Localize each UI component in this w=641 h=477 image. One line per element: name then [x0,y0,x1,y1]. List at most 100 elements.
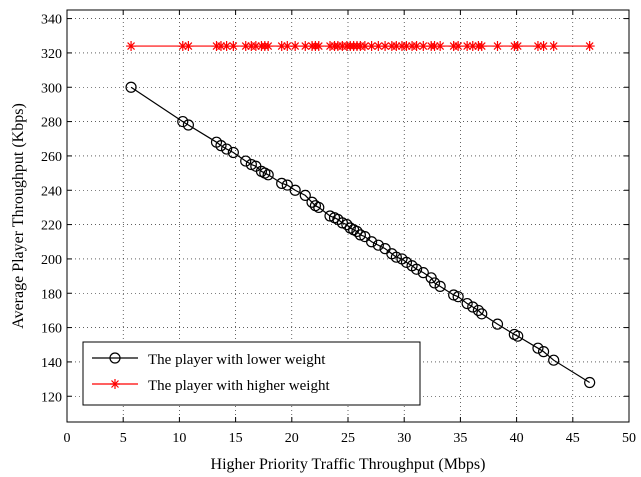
data-point [372,239,384,251]
data-point [183,41,194,52]
data-point [276,177,288,189]
data-point [538,41,549,52]
data-point [313,41,324,52]
legend-label-lower-weight: The player with lower weight [148,352,326,368]
data-point [228,41,239,52]
series-layer [125,41,596,389]
data-point [548,354,560,366]
data-point [182,119,194,131]
data-point [417,267,429,279]
y-tick-label: 200 [41,253,62,268]
legend-marker [110,379,120,389]
y-tick-label: 300 [41,81,62,96]
data-point [390,251,402,263]
x-tick-label: 20 [285,431,299,446]
tick-labels: 0 5 10 15 20 25 30 35 40 45 50 120 140 160 180 200 220 24… [41,13,636,446]
y-tick-label: 140 [41,356,62,371]
data-point [240,155,252,167]
data-point [584,376,596,389]
data-point [221,143,233,155]
series-1 [126,41,595,52]
data-point [472,304,484,317]
data-point [410,263,423,275]
data-point [366,236,378,248]
grid [66,10,630,422]
data-point [373,41,384,52]
ticks [66,10,630,422]
y-tick-label: 240 [41,184,62,199]
data-point [434,280,446,292]
data-point [532,342,544,354]
data-point [281,179,293,191]
data-point [476,41,487,52]
x-tick-label: 10 [172,431,186,446]
data-point [313,201,325,214]
y-tick-label: 220 [41,219,62,234]
y-tick-label: 340 [41,13,62,28]
data-point [467,301,479,313]
data-point [584,41,595,52]
y-tick-label: 320 [41,47,62,62]
legend-marker [109,352,121,364]
data-point [435,41,446,52]
data-point [452,291,464,303]
data-point [418,41,429,52]
data-point [227,146,239,159]
data-point [532,41,543,52]
data-point [262,169,274,181]
x-tick-label: 5 [120,431,127,446]
y-tick-label: 180 [41,287,62,302]
data-point [289,184,301,196]
data-point [299,189,311,201]
data-point [492,41,503,52]
data-point [240,41,251,52]
data-point [366,41,377,52]
data-point [282,41,293,52]
x-tick-label: 35 [453,431,467,446]
data-point [300,41,311,52]
data-point [491,318,504,330]
series-0 [125,81,596,389]
data-point [125,81,137,93]
legend-label-higher-weight: The player with higher weight [148,378,330,394]
data-point [400,256,413,268]
data-point [401,41,412,52]
x-tick-label: 40 [510,431,524,446]
y-axis-title: Average Player Throughput (Kbps) [10,103,27,329]
data-point [215,41,226,52]
data-point [512,41,523,52]
data-point [461,297,473,310]
legend-entry-lower-weight [92,352,138,364]
data-point [428,277,441,289]
data-point [276,41,287,52]
x-tick-label: 25 [341,431,355,446]
x-tick-label: 50 [622,431,636,446]
data-point [391,41,402,52]
x-axis-title: Higher Priority Traffic Throughput (Mbps… [211,456,486,473]
data-point [177,115,189,128]
data-point [221,41,232,52]
y-tick-label: 280 [41,116,62,131]
data-point [290,41,301,52]
data-point [537,346,550,358]
y-tick-label: 120 [41,390,62,405]
x-tick-label: 0 [64,431,71,446]
x-tick-label: 15 [229,431,243,446]
data-point [462,41,473,52]
data-point [512,330,524,342]
x-tick-label: 30 [397,431,411,446]
legend-entry-higher-weight [92,379,138,389]
data-point [263,41,274,52]
y-tick-label: 160 [41,322,62,337]
y-tick-label: 260 [41,150,62,165]
data-point [476,308,488,320]
data-point [548,41,559,52]
data-point [380,41,391,52]
data-point [215,140,227,152]
data-point [177,41,188,52]
data-point [359,41,370,52]
data-point [467,41,478,52]
data-point [250,41,261,52]
x-tick-label: 45 [566,431,580,446]
